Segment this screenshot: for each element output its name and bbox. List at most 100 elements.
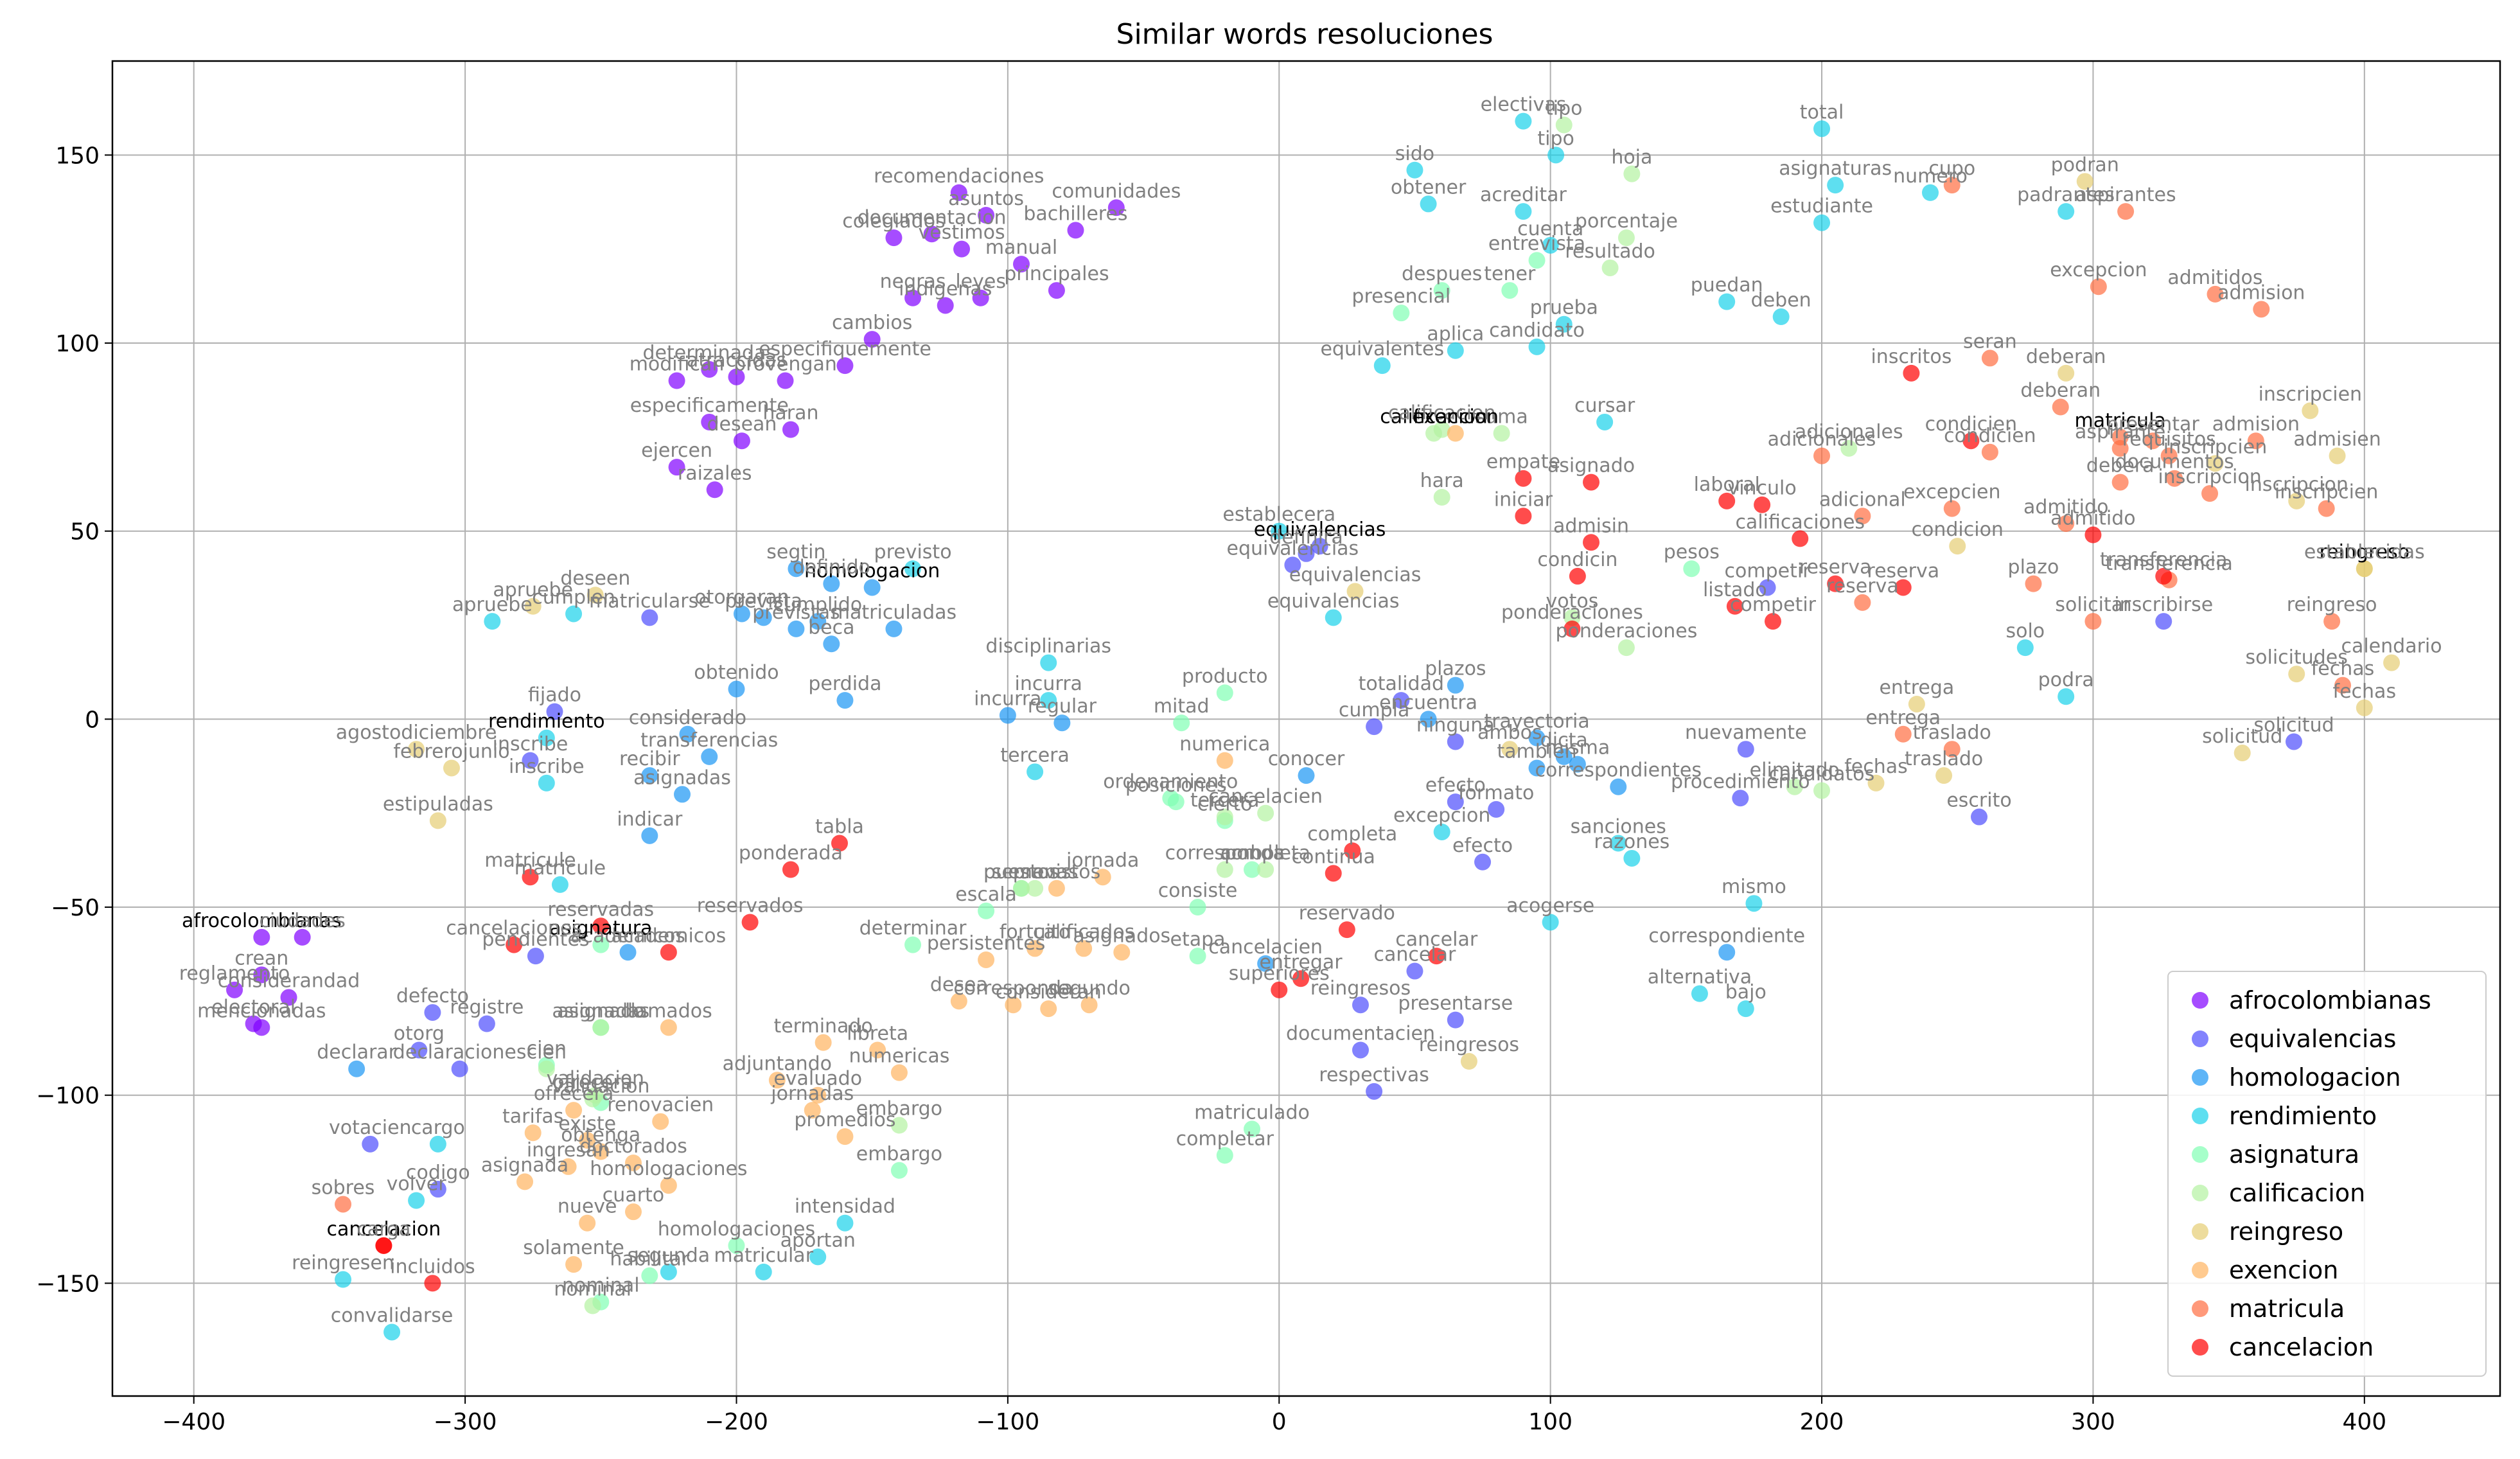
point-label: asignados xyxy=(1073,924,1170,947)
point-label: acreditar xyxy=(1480,184,1567,206)
point-label: consideran xyxy=(996,981,1102,1004)
data-point xyxy=(1292,970,1310,987)
data-point xyxy=(1813,214,1831,231)
point-label: previstas xyxy=(752,601,840,624)
data-point xyxy=(1428,948,1445,965)
y-tick-label: 0 xyxy=(85,707,100,733)
data-point xyxy=(1754,496,1771,513)
point-label: admitido xyxy=(2023,496,2108,518)
point-label: asignado xyxy=(1547,455,1635,477)
point-label: debera xyxy=(2086,455,2154,477)
point-label: reserva xyxy=(1826,575,1899,597)
point-label: cancelar xyxy=(1395,928,1478,951)
data-point xyxy=(1583,473,1600,491)
data-point xyxy=(524,597,542,615)
data-point xyxy=(1718,492,1736,509)
legend-marker xyxy=(2192,1223,2208,1240)
data-point xyxy=(362,1135,379,1153)
data-point xyxy=(836,1128,854,1145)
data-point xyxy=(2025,575,2042,592)
point-label: matriculado xyxy=(1194,1101,1310,1124)
data-point xyxy=(1447,676,1464,694)
data-point xyxy=(429,1135,446,1153)
point-label: recibir xyxy=(619,748,680,770)
data-point xyxy=(1012,256,1030,273)
point-label: inscripcien xyxy=(2259,383,2362,405)
point-label: condicion xyxy=(1912,518,2004,541)
data-point xyxy=(641,1267,658,1284)
data-point xyxy=(592,936,610,953)
data-point xyxy=(978,951,995,968)
point-label: matricular xyxy=(714,1244,813,1267)
data-point xyxy=(1813,120,1831,137)
point-label: solicitud xyxy=(2253,714,2334,736)
point-label: academicos xyxy=(570,924,685,947)
point-label: bachilleres xyxy=(1023,202,1127,225)
point-label: despues xyxy=(1402,263,1482,285)
data-point xyxy=(1827,177,1844,194)
point-label: ofrecera xyxy=(534,1083,614,1105)
data-point xyxy=(1737,1000,1754,1018)
data-point xyxy=(2253,301,2270,318)
point-label: ciudades xyxy=(259,910,345,932)
point-label: cancelacien xyxy=(1208,936,1323,959)
point-label: segundo xyxy=(1048,977,1131,1000)
point-label: podra xyxy=(2038,669,2094,691)
data-point xyxy=(2111,439,2129,457)
point-label: reingresos xyxy=(1419,1034,1519,1056)
point-label: etapa xyxy=(1170,928,1226,951)
legend-marker xyxy=(2192,1069,2208,1086)
data-point xyxy=(1027,940,1044,957)
data-point xyxy=(2247,432,2264,450)
data-point xyxy=(592,917,610,935)
point-label: continua xyxy=(1292,845,1375,868)
data-point xyxy=(1048,282,1065,299)
point-label: comunidades xyxy=(1052,180,1181,202)
data-point xyxy=(1501,741,1519,758)
point-label: calificacion xyxy=(1380,405,1488,428)
point-label: transferencia xyxy=(2105,553,2233,575)
point-label: totalidad xyxy=(1359,673,1444,695)
data-point xyxy=(728,680,745,698)
data-point xyxy=(294,928,311,946)
point-label: reingreso xyxy=(2287,594,2377,616)
data-point xyxy=(1433,489,1450,506)
data-point xyxy=(1854,508,1871,525)
data-point xyxy=(660,944,677,961)
x-tick-label: 400 xyxy=(2342,1409,2386,1435)
data-point xyxy=(660,1263,677,1280)
point-label: beca xyxy=(808,616,854,639)
point-label: procedimiento xyxy=(1671,770,1810,793)
point-label: acogerse xyxy=(1506,894,1594,917)
point-label: vestimos xyxy=(918,222,1005,244)
data-point xyxy=(1732,790,1749,807)
point-label: presentar xyxy=(2106,413,2199,436)
point-label: competir xyxy=(1725,560,1811,582)
point-label: incurra xyxy=(1015,673,1082,695)
point-label: tipo xyxy=(1537,127,1574,150)
data-point xyxy=(1718,944,1736,961)
data-point xyxy=(1012,880,1030,897)
point-label: puedan xyxy=(1691,274,1763,297)
point-label: asignada xyxy=(481,1154,568,1176)
point-label: reingresen xyxy=(292,1252,394,1275)
point-label: definido xyxy=(793,556,870,579)
data-point xyxy=(1325,865,1342,882)
point-label: cumplen xyxy=(532,586,615,608)
data-point xyxy=(579,1131,596,1149)
data-point xyxy=(733,605,750,623)
point-label: ambos xyxy=(1220,842,1285,865)
data-point xyxy=(451,1060,468,1077)
point-label: volver xyxy=(387,1173,447,1196)
point-label: cien xyxy=(527,1038,567,1060)
data-point xyxy=(782,421,799,438)
data-point xyxy=(478,1015,495,1032)
data-point xyxy=(660,1019,677,1036)
data-point xyxy=(1447,793,1464,811)
data-point xyxy=(674,786,691,803)
point-label: tarifas xyxy=(502,1105,563,1127)
point-label: exencion xyxy=(1413,405,1499,428)
data-point xyxy=(2057,203,2075,220)
point-label: jornada xyxy=(1066,849,1139,872)
data-point xyxy=(1040,654,1057,671)
